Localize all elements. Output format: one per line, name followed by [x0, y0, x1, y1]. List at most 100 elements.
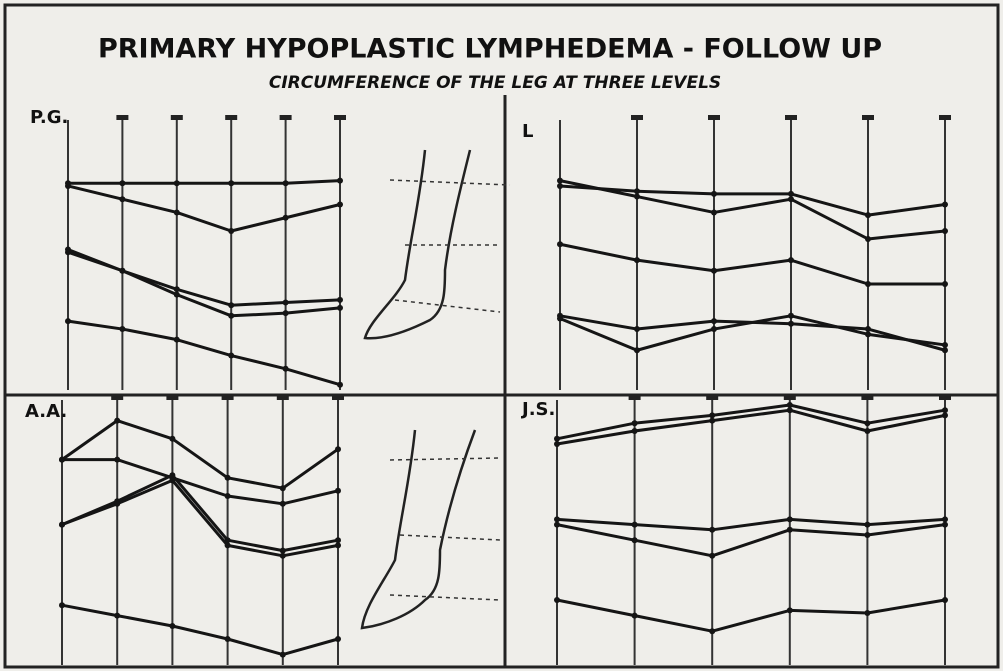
data-point — [788, 196, 794, 203]
panel-label: A.A. — [25, 401, 67, 422]
column-tick — [785, 115, 797, 120]
series-line — [62, 458, 339, 506]
data-point — [786, 407, 793, 414]
data-point — [173, 209, 180, 216]
data-point — [228, 352, 235, 359]
series-line — [556, 517, 946, 532]
figure-subtitle: CIRCUMFERENCE OF THE LEG AT THREE LEVELS — [269, 73, 721, 93]
data-point — [711, 318, 717, 325]
data-point — [337, 381, 343, 388]
data-point — [169, 477, 176, 484]
data-point — [282, 214, 289, 221]
series-line — [556, 598, 946, 633]
figure-title: PRIMARY HYPOPLASTIC LYMPHEDEMA - FOLLOW … — [98, 34, 882, 65]
column-tick — [116, 115, 129, 120]
series-line — [556, 403, 946, 441]
data-point — [709, 526, 716, 533]
data-point — [631, 612, 638, 619]
data-point — [173, 291, 180, 298]
data-point — [711, 190, 717, 197]
data-point — [634, 193, 640, 200]
data-point — [114, 456, 121, 463]
column-tick — [170, 115, 183, 120]
column-tick — [221, 395, 234, 400]
data-point — [228, 302, 235, 309]
data-point — [59, 602, 65, 609]
data-point — [711, 209, 717, 216]
series-line — [67, 319, 341, 387]
data-point — [173, 286, 180, 293]
data-point — [864, 428, 871, 434]
data-point — [788, 257, 794, 264]
data-point — [335, 542, 341, 549]
data-point — [282, 310, 289, 317]
data-point — [337, 304, 343, 311]
data-point — [864, 420, 871, 427]
data-point — [114, 612, 121, 619]
data-point — [865, 235, 871, 242]
data-point — [942, 341, 948, 348]
column-tick — [939, 115, 951, 120]
column-tick — [706, 395, 719, 400]
data-point — [169, 623, 176, 629]
series-line — [61, 478, 339, 558]
data-point — [709, 628, 716, 635]
data-point — [282, 365, 289, 372]
data-point — [788, 320, 794, 327]
data-point — [942, 407, 948, 414]
data-point — [119, 267, 126, 274]
data-point — [282, 299, 289, 306]
data-point — [335, 636, 341, 642]
data-point — [864, 532, 871, 538]
data-point — [631, 537, 638, 544]
series-line — [559, 314, 946, 352]
column-tick — [225, 115, 238, 120]
data-point — [337, 296, 343, 303]
column-tick — [628, 395, 641, 400]
data-point — [224, 542, 231, 549]
data-point — [865, 281, 871, 287]
data-point — [786, 607, 793, 614]
data-point — [942, 281, 948, 287]
data-point — [65, 318, 71, 325]
data-point — [65, 249, 71, 256]
data-point — [942, 228, 948, 234]
frame — [3, 3, 1000, 669]
series-line — [556, 408, 946, 446]
series-line — [559, 179, 946, 241]
data-point — [864, 610, 871, 616]
column-tick — [861, 395, 874, 400]
data-point — [554, 441, 560, 447]
leg-sketch — [360, 149, 477, 630]
data-point — [865, 331, 871, 338]
data-point — [335, 446, 341, 453]
data-point — [337, 201, 343, 208]
column-tick — [334, 115, 346, 120]
column-tick — [939, 395, 951, 400]
data-point — [942, 201, 948, 208]
data-point — [554, 516, 560, 523]
data-point — [119, 326, 126, 333]
series-line — [67, 250, 341, 318]
data-point — [942, 597, 948, 603]
series-line — [556, 523, 946, 558]
data-point — [279, 552, 286, 559]
data-point — [554, 521, 560, 528]
series-line — [61, 603, 339, 657]
data-point — [711, 326, 717, 333]
data-point — [942, 521, 948, 528]
data-point — [279, 485, 286, 492]
data-point — [786, 516, 793, 523]
data-point — [59, 456, 65, 463]
level-lines — [389, 179, 511, 601]
data-point — [337, 177, 343, 184]
column-tick — [276, 395, 289, 400]
data-point — [224, 493, 231, 499]
data-point — [942, 347, 948, 354]
series-line — [68, 179, 341, 185]
data-point — [59, 521, 65, 528]
column-tick — [631, 115, 643, 120]
series-line — [61, 473, 339, 553]
